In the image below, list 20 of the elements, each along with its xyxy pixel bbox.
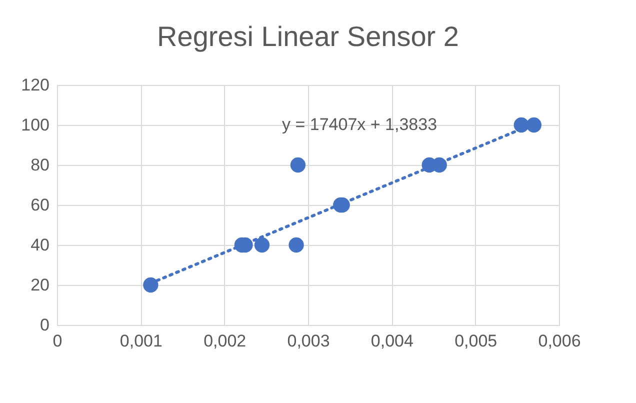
x-tick-label: 0,002 xyxy=(204,332,246,350)
point xyxy=(143,277,158,293)
chart-title: Regresi Linear Sensor 2 xyxy=(157,21,459,52)
y-tick-label: 120 xyxy=(21,76,50,94)
y-tick-label: 60 xyxy=(30,196,50,214)
x-tick-label: 0,003 xyxy=(287,332,330,350)
y-tick-label: 20 xyxy=(30,276,50,294)
y-tick-label: 40 xyxy=(30,236,50,254)
y-tick-label: 100 xyxy=(21,116,50,134)
point xyxy=(290,157,306,173)
y-tick-label: 80 xyxy=(30,156,50,174)
annotation: y = 17407x + 1,3833 xyxy=(282,115,438,134)
point xyxy=(254,237,270,253)
x-tick-label: 0,005 xyxy=(454,332,498,350)
x-tick-label: 0,004 xyxy=(370,332,414,350)
x-tick-label: 0,006 xyxy=(538,332,581,350)
x-tick-label: 0 xyxy=(52,332,62,350)
y-tick-label: 0 xyxy=(40,316,50,334)
x-tick-label: 0,001 xyxy=(120,332,162,350)
point xyxy=(288,237,304,253)
